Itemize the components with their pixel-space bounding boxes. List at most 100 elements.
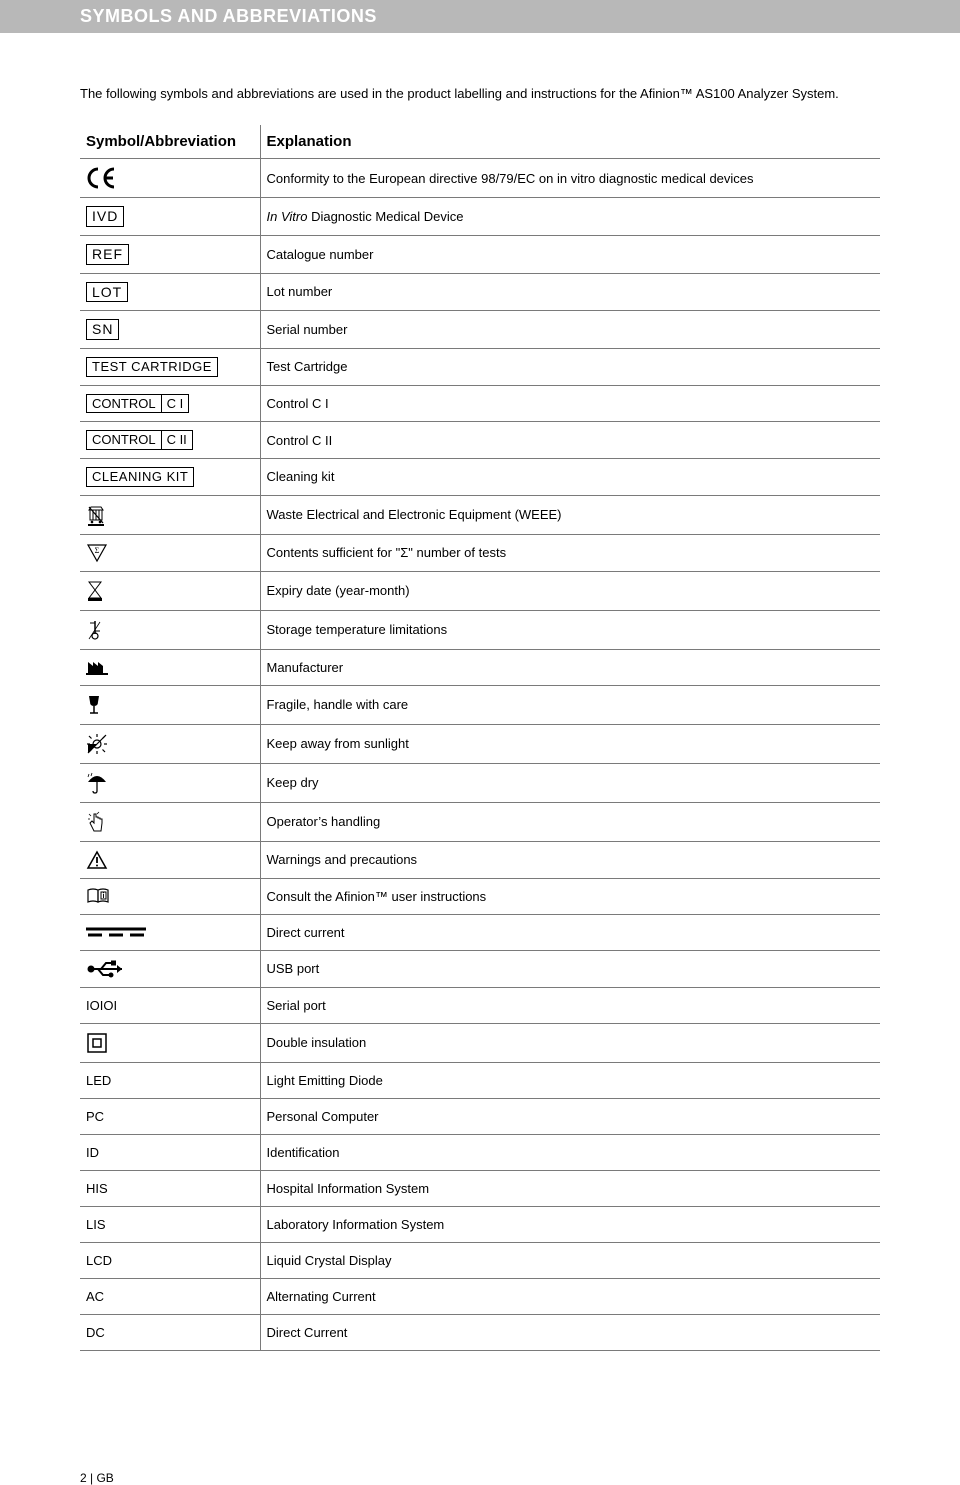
symbol-cell <box>80 649 260 685</box>
svg-text:Σ: Σ <box>95 546 100 555</box>
page-header-title: SYMBOLS AND ABBREVIATIONS <box>80 6 377 26</box>
symbol-cell: LIS <box>80 1206 260 1242</box>
symbol-cell: SN <box>80 311 260 349</box>
table-row: Warnings and precautions <box>80 841 880 878</box>
table-row: LOTLot number <box>80 273 880 311</box>
symbol-cell <box>80 802 260 841</box>
symbol-cell: LOT <box>80 273 260 311</box>
table-row: Storage temperature limitations <box>80 610 880 649</box>
table-row: TEST CARTRIDGETest Cartridge <box>80 349 880 386</box>
symbol-cell: PC <box>80 1098 260 1134</box>
storage-temp-icon <box>86 619 250 641</box>
explanation-cell: Operator’s handling <box>260 802 880 841</box>
intro-text: The following symbols and abbreviations … <box>80 86 880 101</box>
explanation-cell: Hospital Information System <box>260 1170 880 1206</box>
table-row: Conformity to the European directive 98/… <box>80 159 880 198</box>
explanation-cell: Expiry date (year-month) <box>260 571 880 610</box>
table-row: LCDLiquid Crystal Display <box>80 1242 880 1278</box>
direct-current-icon <box>86 926 146 938</box>
page-body: The following symbols and abbreviations … <box>0 33 960 1391</box>
table-row: SN Serial number <box>80 311 880 349</box>
plain-abbreviation: HIS <box>86 1181 108 1196</box>
ce-icon <box>86 167 250 189</box>
table-row: Fragile, handle with care <box>80 685 880 724</box>
symbol-cell <box>80 571 260 610</box>
symbol-cell: IOIOI <box>80 987 260 1023</box>
symbol-cell <box>80 685 260 724</box>
table-row: CLEANING KITCleaning kit <box>80 458 880 495</box>
svg-text:i: i <box>103 893 105 900</box>
explanation-cell: Direct Current <box>260 1314 880 1350</box>
symbol-cell: i <box>80 878 260 914</box>
symbol-cell <box>80 841 260 878</box>
table-row: Manufacturer <box>80 649 880 685</box>
explanation-cell: Consult the Afinion™ user instructions <box>260 878 880 914</box>
symbols-table: Symbol/Abbreviation Explanation Conformi… <box>80 125 880 1351</box>
plain-abbreviation: AC <box>86 1289 104 1304</box>
split-boxed-symbol: CONTROLC I <box>86 394 189 414</box>
symbol-cell <box>80 159 260 198</box>
symbol-cell: LCD <box>80 1242 260 1278</box>
table-row: PCPersonal Computer <box>80 1098 880 1134</box>
explanation-cell: Control C II <box>260 422 880 459</box>
explanation-cell: Control C I <box>260 385 880 422</box>
explanation-cell: Waste Electrical and Electronic Equipmen… <box>260 495 880 534</box>
double-square-icon <box>86 1032 108 1054</box>
explanation-cell: Serial number <box>260 311 880 349</box>
keep-dry-icon <box>86 772 250 794</box>
explanation-cell: Alternating Current <box>260 1278 880 1314</box>
symbol-cell: Σ <box>80 534 260 571</box>
symbol-cell: CONTROLC I <box>80 385 260 422</box>
explanation-cell: Double insulation <box>260 1023 880 1062</box>
symbol-cell: DC <box>80 1314 260 1350</box>
keep-from-sunlight-icon <box>86 733 108 755</box>
col-header-explanation: Explanation <box>260 125 880 159</box>
explanation-cell: Catalogue number <box>260 235 880 273</box>
table-row: IVDIn Vitro Diagnostic Medical Device <box>80 198 880 236</box>
boxed-symbol: CLEANING KIT <box>86 467 194 487</box>
operator-hand-icon <box>86 811 250 833</box>
symbol-cell: IVD <box>80 198 260 236</box>
boxed-symbol: SN <box>86 319 119 340</box>
table-row: HIS Hospital Information System <box>80 1170 880 1206</box>
sigma-triangle-icon: Σ <box>86 543 108 563</box>
umbrella-icon <box>86 772 108 794</box>
hourglass-icon <box>86 580 104 602</box>
explanation-cell: Warnings and precautions <box>260 841 880 878</box>
explanation-cell: USB port <box>260 950 880 987</box>
weee-icon <box>86 504 250 526</box>
explanation-cell: Direct current <box>260 914 880 950</box>
split-boxed-symbol: CONTROLC II <box>86 430 193 450</box>
explanation-cell: Lot number <box>260 273 880 311</box>
sunlight-icon <box>86 733 250 755</box>
symbol-cell <box>80 1023 260 1062</box>
warning-icon <box>86 850 250 870</box>
table-row: CONTROLC II Control C II <box>80 422 880 459</box>
plain-abbreviation: LED <box>86 1073 111 1088</box>
page-footer: 2 | GB <box>0 1471 960 1485</box>
explanation-cell: Contents sufficient for "Σ" number of te… <box>260 534 880 571</box>
boxed-symbol: TEST CARTRIDGE <box>86 357 218 377</box>
ce-mark-icon <box>86 167 118 189</box>
consult-ifu-icon: i <box>86 887 250 905</box>
table-row: i Consult the Afinion™ user instructions <box>80 878 880 914</box>
thermometer-icon <box>86 619 104 641</box>
plain-abbreviation: IOIOI <box>86 998 117 1013</box>
table-row: Direct current <box>80 914 880 950</box>
symbol-cell <box>80 914 260 950</box>
table-row: Waste Electrical and Electronic Equipmen… <box>80 495 880 534</box>
explanation-cell: Laboratory Information System <box>260 1206 880 1242</box>
boxed-symbol: IVD <box>86 206 124 227</box>
table-row: IOIOI Serial port <box>80 987 880 1023</box>
table-row: Keep away from sunlight <box>80 724 880 763</box>
explanation-cell: Storage temperature limitations <box>260 610 880 649</box>
table-row: CONTROLC I Control C I <box>80 385 880 422</box>
double-insul-icon <box>86 1032 250 1054</box>
boxed-symbol: REF <box>86 244 129 265</box>
explanation-cell: Light Emitting Diode <box>260 1062 880 1098</box>
fragile-glass-icon <box>86 694 102 716</box>
symbol-cell: TEST CARTRIDGE <box>80 349 260 386</box>
table-row: LISLaboratory Information System <box>80 1206 880 1242</box>
page-header: SYMBOLS AND ABBREVIATIONS <box>0 0 960 33</box>
explanation-cell: Serial port <box>260 987 880 1023</box>
